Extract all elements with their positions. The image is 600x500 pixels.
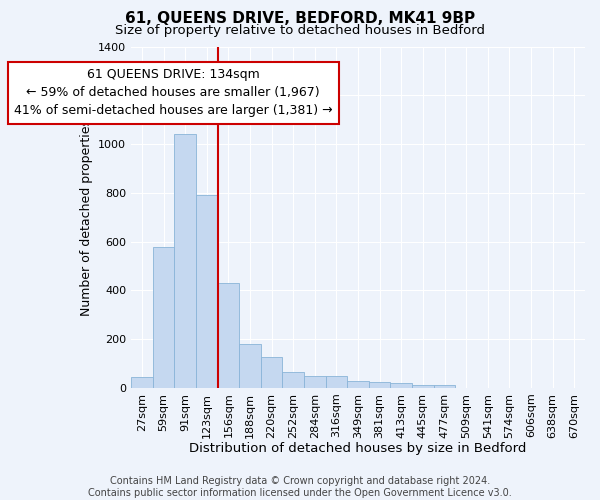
Text: 61, QUEENS DRIVE, BEDFORD, MK41 9BP: 61, QUEENS DRIVE, BEDFORD, MK41 9BP <box>125 11 475 26</box>
Text: Contains HM Land Registry data © Crown copyright and database right 2024.
Contai: Contains HM Land Registry data © Crown c… <box>88 476 512 498</box>
Bar <box>304 376 326 388</box>
Bar <box>196 195 218 388</box>
Bar <box>412 385 434 388</box>
Bar <box>131 377 153 388</box>
Bar <box>261 356 283 388</box>
Bar <box>175 134 196 388</box>
Y-axis label: Number of detached properties: Number of detached properties <box>80 118 92 316</box>
Bar <box>218 283 239 388</box>
Bar <box>347 381 369 388</box>
Text: 61 QUEENS DRIVE: 134sqm
← 59% of detached houses are smaller (1,967)
41% of semi: 61 QUEENS DRIVE: 134sqm ← 59% of detache… <box>14 68 332 117</box>
X-axis label: Distribution of detached houses by size in Bedford: Distribution of detached houses by size … <box>190 442 527 455</box>
Bar <box>369 382 391 388</box>
Bar <box>283 372 304 388</box>
Bar <box>239 344 261 388</box>
Bar <box>391 383 412 388</box>
Bar <box>326 376 347 388</box>
Bar <box>153 247 175 388</box>
Text: Size of property relative to detached houses in Bedford: Size of property relative to detached ho… <box>115 24 485 37</box>
Bar <box>434 386 455 388</box>
